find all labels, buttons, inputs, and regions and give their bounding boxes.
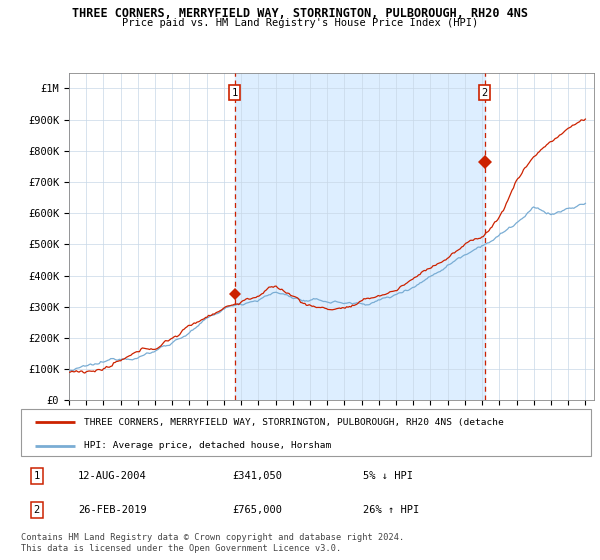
Bar [235,73,485,400]
Text: 26% ↑ HPI: 26% ↑ HPI [363,505,419,515]
Text: THREE CORNERS, MERRYFIELD WAY, STORRINGTON, PULBOROUGH, RH20 4NS: THREE CORNERS, MERRYFIELD WAY, STORRINGT… [72,7,528,20]
Text: Price paid vs. HM Land Registry's House Price Index (HPI): Price paid vs. HM Land Registry's House … [122,18,478,28]
Text: 5% ↓ HPI: 5% ↓ HPI [363,471,413,481]
Text: 26-FEB-2019: 26-FEB-2019 [78,505,147,515]
Text: Contains HM Land Registry data © Crown copyright and database right 2024.
This d: Contains HM Land Registry data © Crown c… [21,533,404,553]
Text: 1: 1 [34,471,40,481]
Text: 12-AUG-2004: 12-AUG-2004 [78,471,147,481]
Text: 2: 2 [34,505,40,515]
Text: THREE CORNERS, MERRYFIELD WAY, STORRINGTON, PULBOROUGH, RH20 4NS (detache: THREE CORNERS, MERRYFIELD WAY, STORRINGT… [84,418,503,427]
Text: HPI: Average price, detached house, Horsham: HPI: Average price, detached house, Hors… [84,441,331,450]
Text: 2: 2 [482,87,488,97]
Text: £765,000: £765,000 [232,505,282,515]
Text: £341,050: £341,050 [232,471,282,481]
FancyBboxPatch shape [21,409,591,456]
Text: 1: 1 [232,87,238,97]
